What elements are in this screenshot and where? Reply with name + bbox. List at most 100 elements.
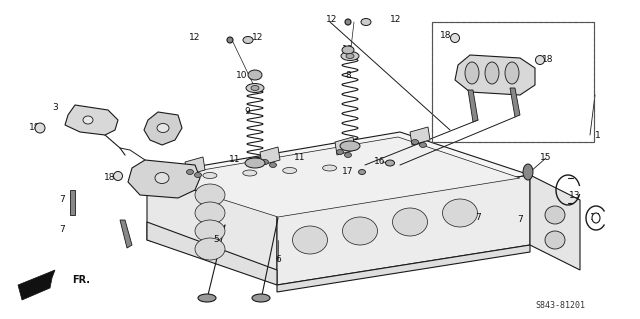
Ellipse shape	[186, 169, 193, 174]
Ellipse shape	[392, 208, 428, 236]
Bar	[432, 22, 594, 142]
Polygon shape	[128, 160, 200, 198]
Ellipse shape	[342, 217, 378, 245]
Ellipse shape	[344, 152, 351, 158]
Ellipse shape	[451, 33, 460, 42]
Ellipse shape	[83, 116, 93, 124]
Ellipse shape	[412, 139, 419, 145]
Text: 17: 17	[342, 167, 354, 176]
Polygon shape	[410, 127, 430, 145]
Text: 14: 14	[590, 213, 602, 222]
Ellipse shape	[342, 46, 354, 54]
Polygon shape	[147, 222, 277, 285]
Ellipse shape	[248, 70, 262, 80]
Ellipse shape	[246, 84, 264, 93]
Text: 4: 4	[152, 125, 158, 135]
Text: 1: 1	[595, 130, 601, 139]
Polygon shape	[335, 137, 355, 155]
Ellipse shape	[155, 173, 169, 183]
Text: 18: 18	[104, 174, 116, 182]
Ellipse shape	[505, 62, 519, 84]
Ellipse shape	[442, 199, 477, 227]
Text: 3: 3	[52, 103, 58, 113]
Ellipse shape	[341, 51, 359, 61]
Ellipse shape	[419, 143, 426, 147]
Ellipse shape	[340, 141, 360, 151]
Polygon shape	[120, 220, 132, 248]
Ellipse shape	[227, 37, 233, 43]
Ellipse shape	[262, 160, 269, 165]
Ellipse shape	[545, 206, 565, 224]
Ellipse shape	[523, 164, 533, 180]
Ellipse shape	[485, 62, 499, 84]
Ellipse shape	[243, 36, 253, 43]
Polygon shape	[277, 175, 530, 285]
Bar	[432, 22, 594, 142]
Text: 15: 15	[540, 152, 552, 161]
Text: 12: 12	[390, 16, 402, 25]
Ellipse shape	[163, 175, 177, 181]
Text: 7: 7	[59, 196, 65, 204]
Ellipse shape	[292, 226, 328, 254]
Text: 10: 10	[236, 70, 248, 79]
Ellipse shape	[113, 172, 122, 181]
Text: 18: 18	[440, 31, 452, 40]
Text: 5: 5	[213, 235, 219, 244]
Ellipse shape	[536, 56, 545, 64]
Text: FR.: FR.	[72, 275, 90, 285]
Polygon shape	[468, 90, 478, 122]
Text: 12: 12	[252, 33, 264, 42]
Polygon shape	[147, 132, 530, 215]
Polygon shape	[510, 88, 520, 117]
Ellipse shape	[251, 85, 259, 91]
Polygon shape	[70, 190, 75, 215]
Ellipse shape	[323, 165, 337, 171]
Ellipse shape	[243, 170, 257, 176]
Text: 6: 6	[275, 256, 281, 264]
Polygon shape	[155, 137, 520, 217]
Text: 2: 2	[175, 181, 181, 189]
Text: 18: 18	[29, 123, 41, 132]
Polygon shape	[65, 105, 118, 135]
Ellipse shape	[283, 167, 297, 174]
Text: 11: 11	[229, 155, 241, 165]
Ellipse shape	[345, 19, 351, 25]
Text: 16: 16	[374, 158, 386, 167]
Text: 13: 13	[569, 190, 580, 199]
Text: 12: 12	[326, 16, 338, 25]
Ellipse shape	[157, 123, 169, 132]
Polygon shape	[147, 175, 277, 270]
Ellipse shape	[198, 294, 216, 302]
Ellipse shape	[252, 294, 270, 302]
Ellipse shape	[195, 238, 225, 260]
Ellipse shape	[358, 169, 365, 174]
Ellipse shape	[346, 54, 354, 58]
Ellipse shape	[195, 173, 202, 177]
Text: 7: 7	[475, 213, 481, 222]
Text: 11: 11	[294, 153, 306, 162]
Polygon shape	[277, 245, 530, 292]
Polygon shape	[185, 157, 205, 175]
Text: 9: 9	[244, 108, 250, 116]
Polygon shape	[18, 270, 55, 300]
Ellipse shape	[245, 158, 265, 168]
Ellipse shape	[361, 19, 371, 26]
Text: S843-81201: S843-81201	[535, 300, 585, 309]
Text: 7: 7	[517, 216, 523, 225]
Ellipse shape	[337, 150, 344, 154]
Polygon shape	[455, 55, 535, 95]
Polygon shape	[260, 147, 280, 165]
Text: 12: 12	[189, 33, 201, 42]
Text: 7: 7	[59, 226, 65, 234]
Ellipse shape	[203, 173, 217, 179]
Ellipse shape	[592, 213, 600, 223]
Ellipse shape	[465, 62, 479, 84]
Ellipse shape	[35, 123, 45, 133]
Ellipse shape	[195, 202, 225, 224]
Polygon shape	[144, 112, 182, 145]
Ellipse shape	[269, 162, 276, 167]
Ellipse shape	[545, 231, 565, 249]
Ellipse shape	[385, 160, 394, 166]
Text: 10: 10	[342, 46, 354, 55]
Polygon shape	[530, 175, 580, 270]
